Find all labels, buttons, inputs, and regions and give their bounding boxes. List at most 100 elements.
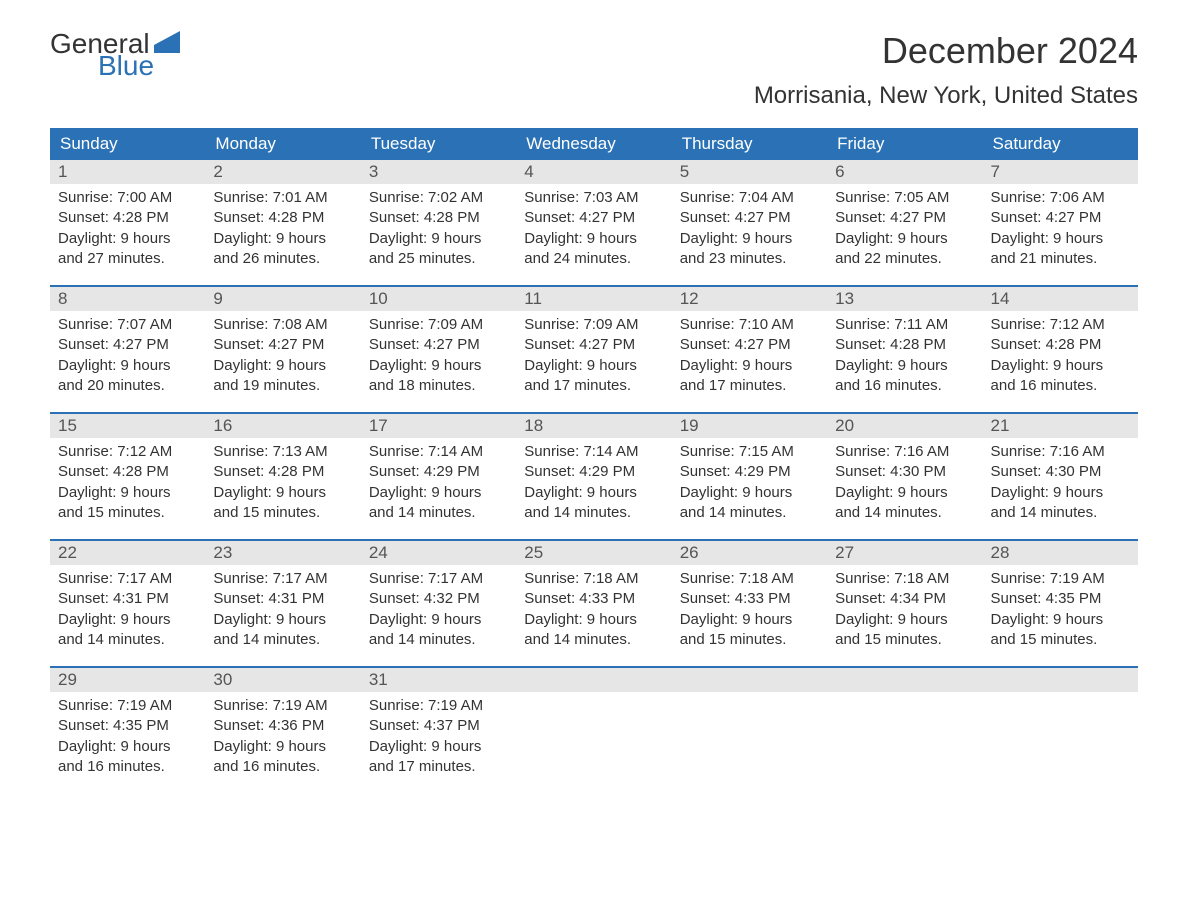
day-number: 4 [516,160,671,184]
day-number: 25 [516,541,671,565]
day-cell: 19Sunrise: 7:15 AMSunset: 4:29 PMDayligh… [672,414,827,539]
day-d1: Daylight: 9 hours [369,356,508,376]
day-cell: 27Sunrise: 7:18 AMSunset: 4:34 PMDayligh… [827,541,982,666]
day-body: Sunrise: 7:01 AMSunset: 4:28 PMDaylight:… [205,184,360,269]
day-d1: Daylight: 9 hours [680,229,819,249]
logo: General Blue [50,30,182,80]
day-sunrise: Sunrise: 7:14 AM [369,442,508,462]
week-row: 29Sunrise: 7:19 AMSunset: 4:35 PMDayligh… [50,666,1138,793]
day-sunset: Sunset: 4:28 PM [213,462,352,482]
day-sunset: Sunset: 4:30 PM [991,462,1130,482]
day-sunset: Sunset: 4:36 PM [213,716,352,736]
location: Morrisania, New York, United States [754,82,1138,110]
day-sunset: Sunset: 4:28 PM [213,208,352,228]
day-number: 3 [361,160,516,184]
day-number: 22 [50,541,205,565]
day-number: 26 [672,541,827,565]
day-d1: Daylight: 9 hours [369,610,508,630]
day-header-row: Sunday Monday Tuesday Wednesday Thursday… [50,128,1138,160]
day-sunset: Sunset: 4:33 PM [524,589,663,609]
day-number: 2 [205,160,360,184]
day-d1: Daylight: 9 hours [835,229,974,249]
day-sunset: Sunset: 4:32 PM [369,589,508,609]
day-cell: 23Sunrise: 7:17 AMSunset: 4:31 PMDayligh… [205,541,360,666]
day-number: 9 [205,287,360,311]
week-row: 15Sunrise: 7:12 AMSunset: 4:28 PMDayligh… [50,412,1138,539]
day-d2: and 14 minutes. [991,503,1130,523]
day-d2: and 14 minutes. [369,503,508,523]
day-cell: 1Sunrise: 7:00 AMSunset: 4:28 PMDaylight… [50,160,205,285]
day-cell: 7Sunrise: 7:06 AMSunset: 4:27 PMDaylight… [983,160,1138,285]
day-number: 5 [672,160,827,184]
day-cell: 15Sunrise: 7:12 AMSunset: 4:28 PMDayligh… [50,414,205,539]
day-number: 7 [983,160,1138,184]
day-d2: and 21 minutes. [991,249,1130,269]
day-sunrise: Sunrise: 7:17 AM [369,569,508,589]
day-body: Sunrise: 7:07 AMSunset: 4:27 PMDaylight:… [50,311,205,396]
day-header-sat: Saturday [983,128,1138,160]
day-sunrise: Sunrise: 7:01 AM [213,188,352,208]
day-d1: Daylight: 9 hours [369,229,508,249]
day-number: 6 [827,160,982,184]
day-cell: 22Sunrise: 7:17 AMSunset: 4:31 PMDayligh… [50,541,205,666]
day-cell: 3Sunrise: 7:02 AMSunset: 4:28 PMDaylight… [361,160,516,285]
day-number: 17 [361,414,516,438]
day-body: Sunrise: 7:00 AMSunset: 4:28 PMDaylight:… [50,184,205,269]
day-sunrise: Sunrise: 7:17 AM [58,569,197,589]
day-cell: 21Sunrise: 7:16 AMSunset: 4:30 PMDayligh… [983,414,1138,539]
day-cell: 13Sunrise: 7:11 AMSunset: 4:28 PMDayligh… [827,287,982,412]
day-body: Sunrise: 7:04 AMSunset: 4:27 PMDaylight:… [672,184,827,269]
day-cell: 9Sunrise: 7:08 AMSunset: 4:27 PMDaylight… [205,287,360,412]
day-d1: Daylight: 9 hours [58,356,197,376]
week-row: 22Sunrise: 7:17 AMSunset: 4:31 PMDayligh… [50,539,1138,666]
day-sunrise: Sunrise: 7:04 AM [680,188,819,208]
day-sunset: Sunset: 4:27 PM [524,335,663,355]
day-d2: and 25 minutes. [369,249,508,269]
day-body: Sunrise: 7:14 AMSunset: 4:29 PMDaylight:… [361,438,516,523]
day-number: 1 [50,160,205,184]
day-header-mon: Monday [205,128,360,160]
day-cell: 10Sunrise: 7:09 AMSunset: 4:27 PMDayligh… [361,287,516,412]
day-body: Sunrise: 7:19 AMSunset: 4:35 PMDaylight:… [983,565,1138,650]
day-body: Sunrise: 7:15 AMSunset: 4:29 PMDaylight:… [672,438,827,523]
day-sunset: Sunset: 4:27 PM [680,335,819,355]
day-d2: and 16 minutes. [835,376,974,396]
day-body: Sunrise: 7:14 AMSunset: 4:29 PMDaylight:… [516,438,671,523]
day-sunset: Sunset: 4:27 PM [524,208,663,228]
day-number: 24 [361,541,516,565]
day-d2: and 14 minutes. [369,630,508,650]
day-d2: and 14 minutes. [524,503,663,523]
day-number: 15 [50,414,205,438]
day-d1: Daylight: 9 hours [835,356,974,376]
day-number: 28 [983,541,1138,565]
day-sunrise: Sunrise: 7:05 AM [835,188,974,208]
day-d2: and 14 minutes. [680,503,819,523]
day-body: Sunrise: 7:06 AMSunset: 4:27 PMDaylight:… [983,184,1138,269]
day-sunrise: Sunrise: 7:10 AM [680,315,819,335]
day-body: Sunrise: 7:10 AMSunset: 4:27 PMDaylight:… [672,311,827,396]
day-body: Sunrise: 7:16 AMSunset: 4:30 PMDaylight:… [983,438,1138,523]
day-sunset: Sunset: 4:35 PM [991,589,1130,609]
month-title: December 2024 [754,30,1138,72]
day-cell: 6Sunrise: 7:05 AMSunset: 4:27 PMDaylight… [827,160,982,285]
day-d2: and 14 minutes. [213,630,352,650]
day-cell [672,668,827,793]
day-d1: Daylight: 9 hours [991,610,1130,630]
day-number: 23 [205,541,360,565]
day-sunset: Sunset: 4:29 PM [680,462,819,482]
day-body: Sunrise: 7:11 AMSunset: 4:28 PMDaylight:… [827,311,982,396]
day-number: 14 [983,287,1138,311]
day-d2: and 16 minutes. [991,376,1130,396]
day-number: 18 [516,414,671,438]
day-body: Sunrise: 7:17 AMSunset: 4:31 PMDaylight:… [50,565,205,650]
day-sunrise: Sunrise: 7:08 AM [213,315,352,335]
day-sunset: Sunset: 4:35 PM [58,716,197,736]
day-sunset: Sunset: 4:27 PM [991,208,1130,228]
day-sunset: Sunset: 4:31 PM [58,589,197,609]
day-cell: 25Sunrise: 7:18 AMSunset: 4:33 PMDayligh… [516,541,671,666]
day-header-thu: Thursday [672,128,827,160]
day-body: Sunrise: 7:09 AMSunset: 4:27 PMDaylight:… [361,311,516,396]
day-body: Sunrise: 7:02 AMSunset: 4:28 PMDaylight:… [361,184,516,269]
day-body: Sunrise: 7:16 AMSunset: 4:30 PMDaylight:… [827,438,982,523]
day-d2: and 14 minutes. [835,503,974,523]
